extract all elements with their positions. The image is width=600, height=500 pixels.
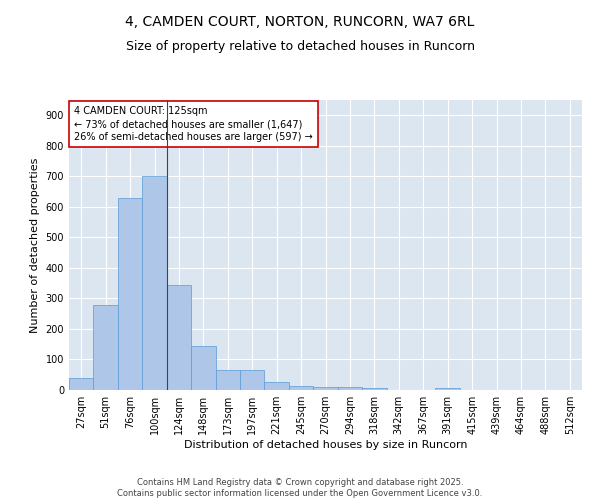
Bar [436, 388, 460, 390]
Bar [362, 388, 386, 390]
Bar [215, 370, 240, 390]
Text: Contains HM Land Registry data © Crown copyright and database right 2025.
Contai: Contains HM Land Registry data © Crown c… [118, 478, 482, 498]
Bar [240, 370, 265, 390]
X-axis label: Distribution of detached houses by size in Runcorn: Distribution of detached houses by size … [184, 440, 467, 450]
Bar [265, 382, 289, 390]
Bar [94, 304, 118, 390]
Bar [69, 378, 94, 390]
Bar [289, 386, 313, 390]
Bar [313, 387, 338, 390]
Bar [118, 198, 142, 390]
Y-axis label: Number of detached properties: Number of detached properties [30, 158, 40, 332]
Text: 4 CAMDEN COURT: 125sqm
← 73% of detached houses are smaller (1,647)
26% of semi-: 4 CAMDEN COURT: 125sqm ← 73% of detached… [74, 106, 313, 142]
Text: 4, CAMDEN COURT, NORTON, RUNCORN, WA7 6RL: 4, CAMDEN COURT, NORTON, RUNCORN, WA7 6R… [125, 15, 475, 29]
Bar [191, 346, 215, 390]
Text: Size of property relative to detached houses in Runcorn: Size of property relative to detached ho… [125, 40, 475, 53]
Bar [142, 176, 167, 390]
Bar [338, 387, 362, 390]
Bar [167, 284, 191, 390]
